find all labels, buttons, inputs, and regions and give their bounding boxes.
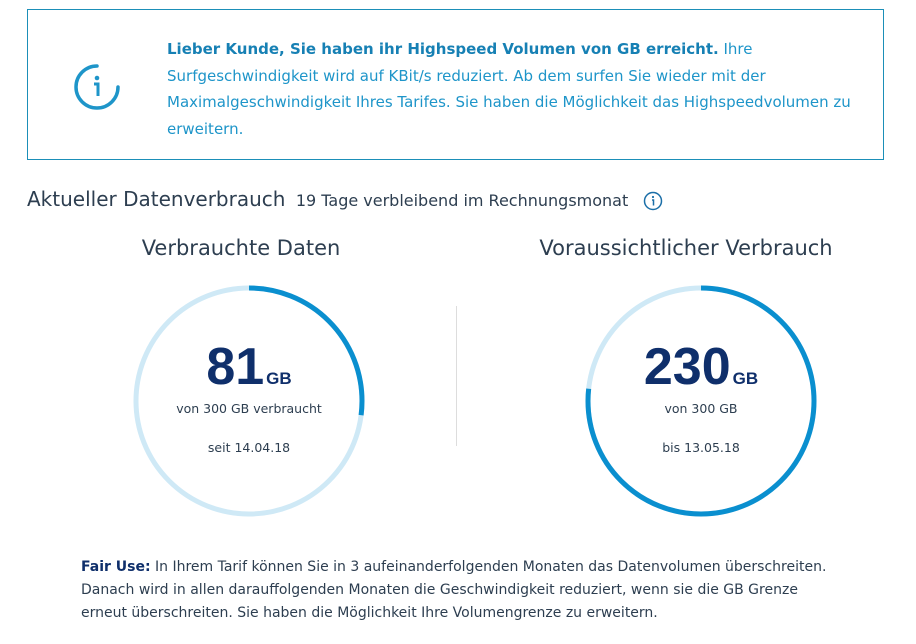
used-gauge: 81 GB von 300 GB verbraucht seit 14.04.18 <box>129 281 369 521</box>
info-icon[interactable] <box>643 191 663 211</box>
section-title: Aktueller Datenverbrauch <box>27 187 286 211</box>
days-remaining: 19 Tage verbleibend im Rechnungsmonat <box>295 191 629 210</box>
gauge-fill <box>585 285 817 517</box>
info-icon <box>74 64 120 110</box>
forecast-unit: GB <box>732 369 759 388</box>
notice-text: Lieber Kunde, Sie haben ihr Highspeed Vo… <box>167 36 857 142</box>
notice-body: Ihre Surfgeschwindigkeit wird auf KBit/s… <box>167 40 851 138</box>
forecast-value: 230 GB <box>581 337 821 397</box>
used-value: 81 GB <box>129 337 369 397</box>
fair-use-label: Fair Use: <box>81 559 151 575</box>
forecast-date: bis 13.05.18 <box>662 440 740 455</box>
used-number: 81 <box>206 338 265 396</box>
divider <box>456 306 457 446</box>
forecast-of: von 300 GB <box>664 401 738 416</box>
used-date: seit 14.04.18 <box>207 440 291 455</box>
forecast-number: 230 <box>643 338 731 396</box>
used-unit: GB <box>266 369 292 388</box>
used-title: Verbrauchte Daten <box>141 236 341 260</box>
section-heading: Aktueller Datenverbrauch 19 Tage verblei… <box>27 187 663 211</box>
fair-use-note: Fair Use: In Ihrem Tarif können Sie in 3… <box>81 556 841 625</box>
info-notice: Lieber Kunde, Sie haben ihr Highspeed Vo… <box>27 9 884 160</box>
forecast-gauge: 230 GB von 300 GB bis 13.05.18 <box>581 281 821 521</box>
used-of: von 300 GB verbraucht <box>176 401 322 416</box>
gauge-fill <box>133 285 365 517</box>
forecast-title: Voraussichtlicher Verbrauch <box>539 236 833 260</box>
notice-bold: Lieber Kunde, Sie haben ihr Highspeed Vo… <box>167 40 719 58</box>
fair-use-text: In Ihrem Tarif können Sie in 3 aufeinand… <box>81 559 827 621</box>
